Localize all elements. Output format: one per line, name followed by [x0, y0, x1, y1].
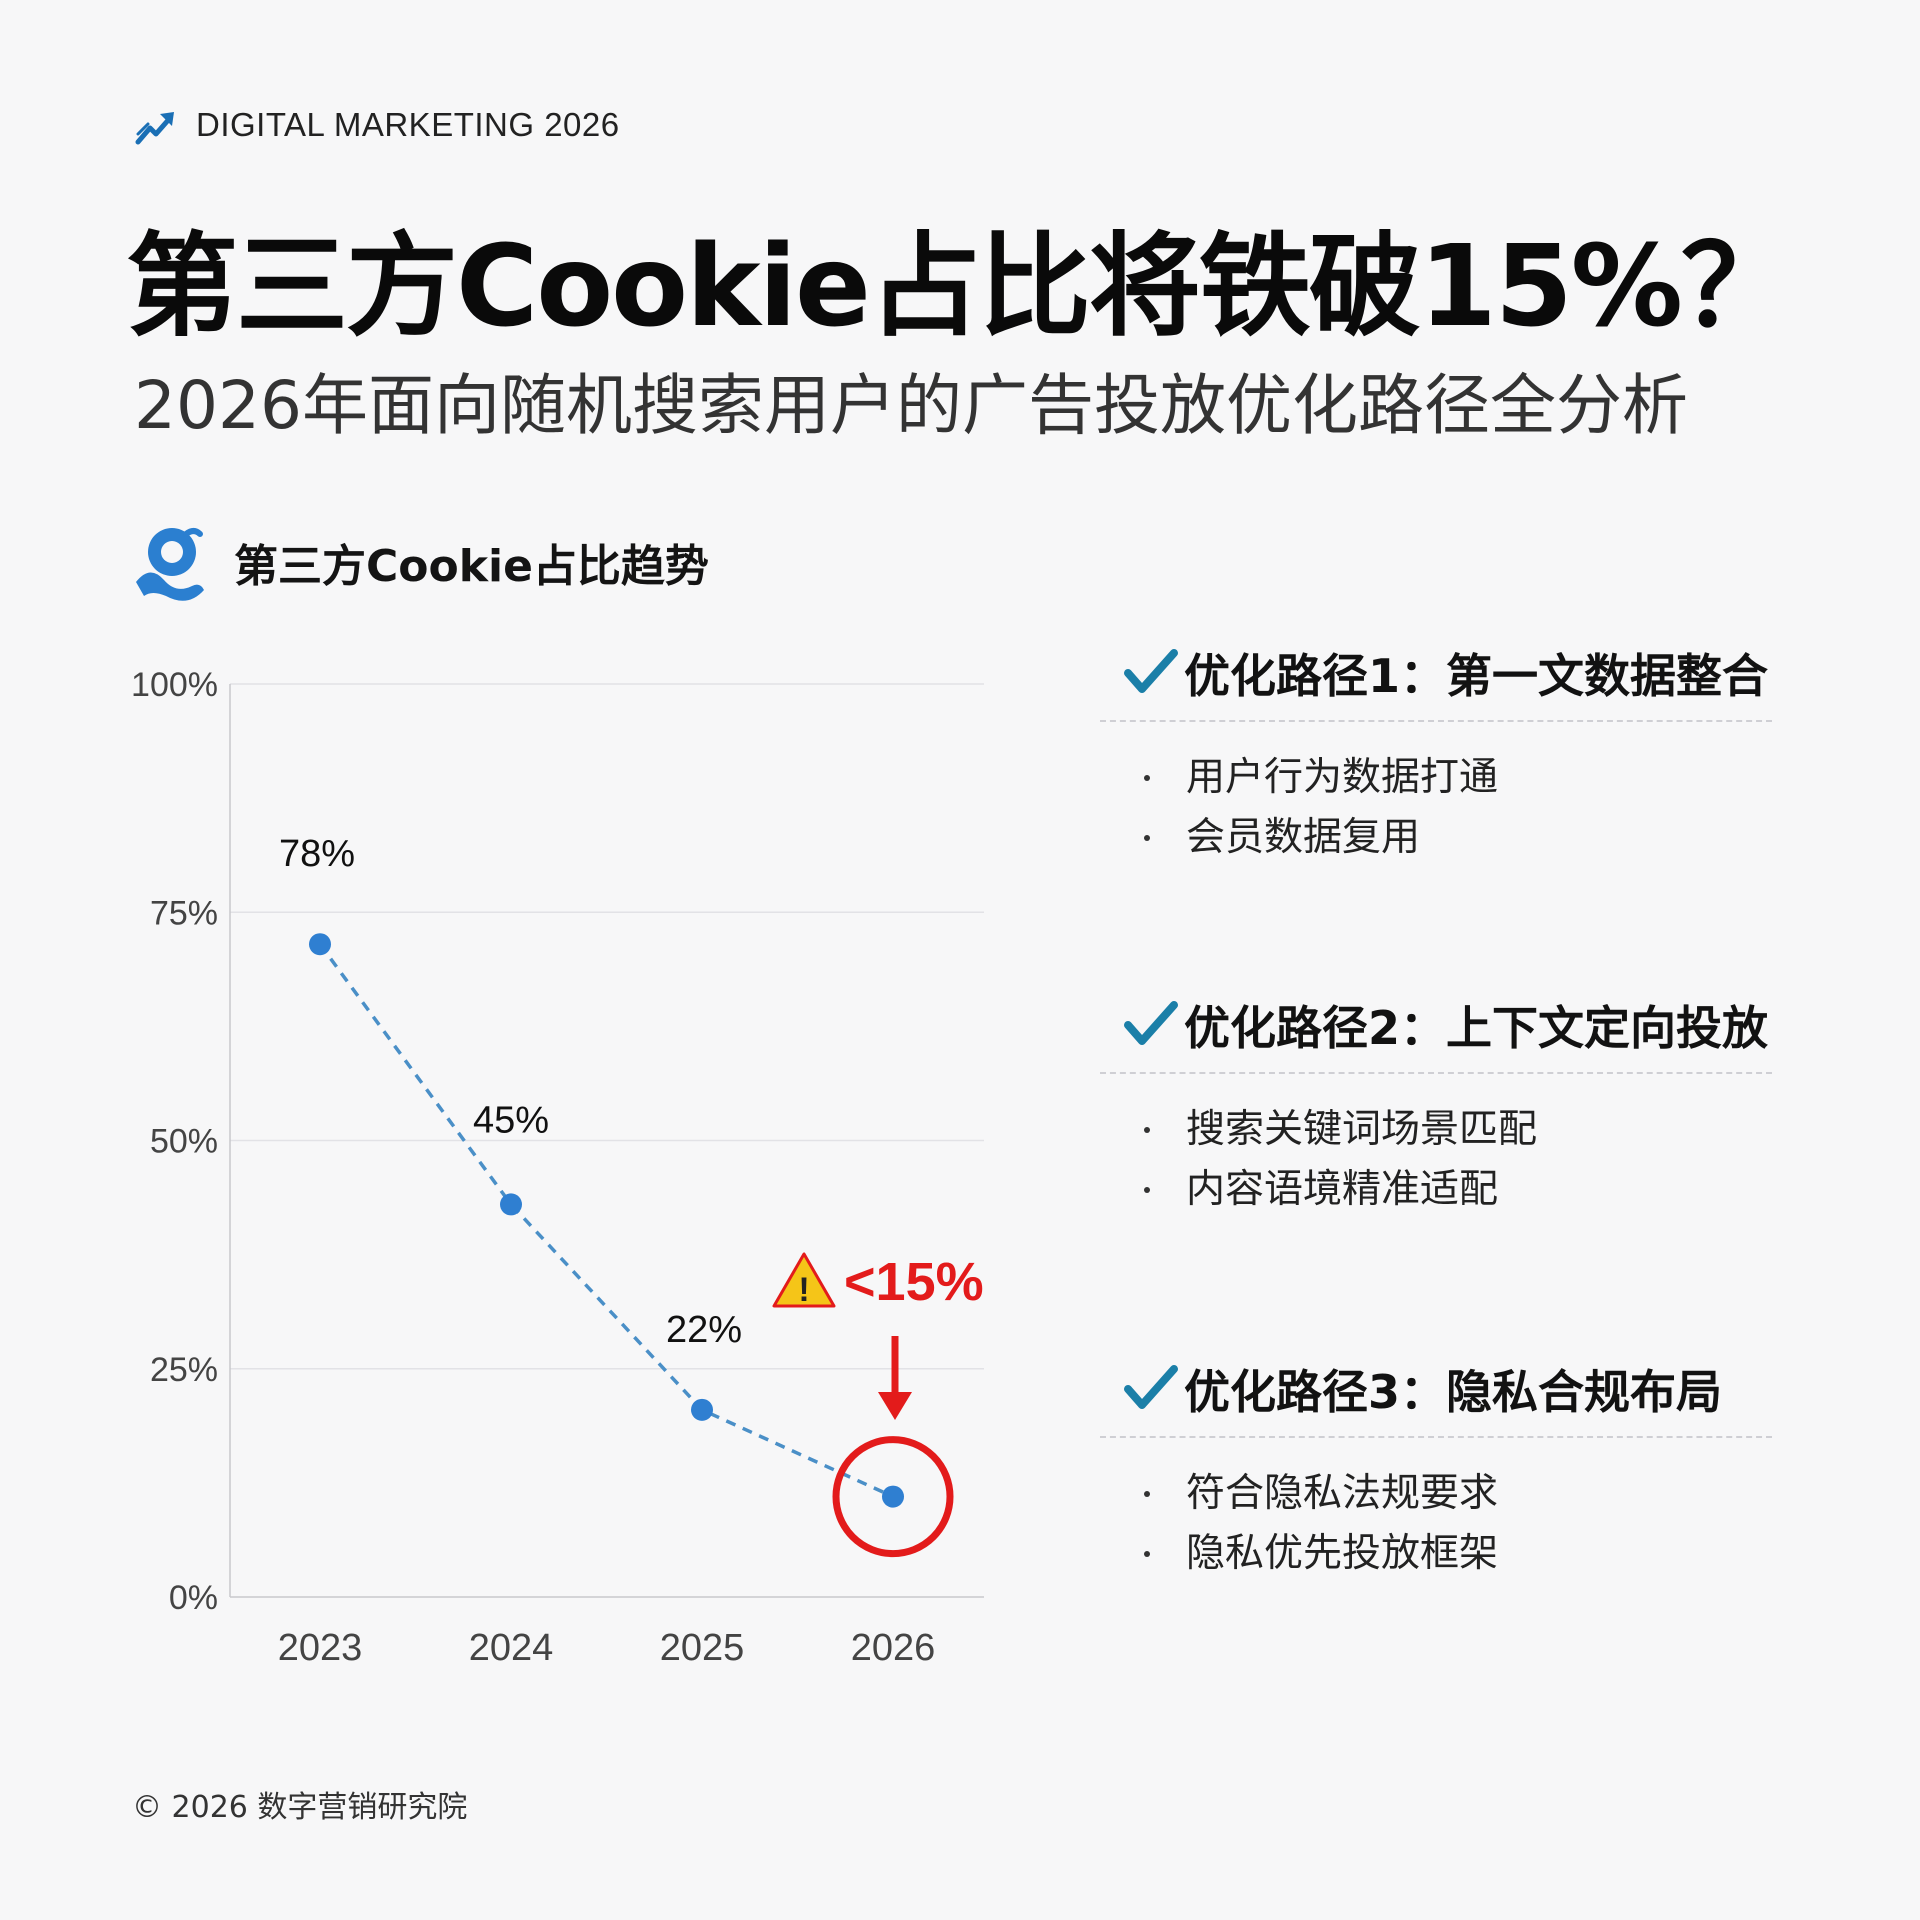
bullet-icon: [1144, 835, 1150, 841]
data-label: 45%: [473, 1099, 549, 1141]
list-item: 隐私优先投放框架: [1100, 1524, 1780, 1584]
x-tick-label: 2023: [278, 1627, 363, 1669]
list-item: 搜索关键词场景匹配: [1100, 1100, 1780, 1160]
list-item: 会员数据复用: [1100, 808, 1780, 868]
y-tick-label: 0%: [169, 1579, 218, 1617]
data-label: 22%: [666, 1309, 742, 1351]
page-subtitle: 2026年面向随机搜索用户的广告投放优化路径全分析: [134, 367, 1688, 444]
bullet-icon: [1144, 1551, 1150, 1557]
path-item-list: 搜索关键词场景匹配 内容语境精准适配: [1100, 1100, 1780, 1220]
list-item: 内容语境精准适配: [1100, 1160, 1780, 1220]
chart-title: 第三方Cookie占比趋势: [234, 541, 709, 592]
list-item: 符合隐私法规要求: [1100, 1464, 1780, 1524]
list-item-text: 隐私优先投放框架: [1186, 1531, 1499, 1576]
path-title: 优化路径2：上下文定向投放: [1184, 1001, 1769, 1055]
path-header: 优化路径1：第一文数据整合: [1100, 640, 1780, 706]
divider: [1100, 1436, 1772, 1438]
trend-up-arrow-icon: [135, 112, 174, 145]
bullet-icon: [1144, 1187, 1150, 1193]
page-title: 第三方Cookie占比将铁破15%？: [126, 222, 1793, 352]
path-block-2: 优化路径2：上下文定向投放 搜索关键词场景匹配 内容语境精准适配: [1100, 992, 1780, 1220]
footer-copyright: © 2026 数字营销研究院: [132, 1790, 468, 1825]
x-tick-label: 2024: [469, 1627, 554, 1669]
y-tick-label: 25%: [150, 1351, 218, 1389]
warning-exclamation: !: [798, 1271, 809, 1309]
highlight-ring: [832, 1436, 954, 1558]
data-point: [882, 1485, 904, 1508]
list-item-text: 内容语境精准适配: [1186, 1167, 1499, 1212]
path-item-list: 符合隐私法规要求 隐私优先投放框架: [1100, 1464, 1780, 1584]
path-block-3: 优化路径3：隐私合规布局 符合隐私法规要求 隐私优先投放框架: [1100, 1356, 1780, 1584]
path-title: 优化路径3：隐私合规布局: [1184, 1365, 1723, 1419]
warning-triangle-icon: [772, 1252, 836, 1308]
data-point: [691, 1398, 713, 1421]
list-item-text: 会员数据复用: [1186, 815, 1421, 860]
path-block-1: 优化路径1：第一文数据整合 用户行为数据打通 会员数据复用: [1100, 640, 1780, 868]
data-label: 78%: [279, 833, 355, 875]
list-item-text: 搜索关键词场景匹配: [1186, 1107, 1538, 1152]
x-tick-label: 2025: [660, 1627, 745, 1669]
path-item-list: 用户行为数据打通 会员数据复用: [1100, 748, 1780, 868]
cookie-logo-icon: [136, 528, 204, 601]
brand-text: DIGITAL MARKETING 2026: [196, 106, 620, 143]
divider: [1100, 720, 1772, 722]
y-tick-label: 50%: [150, 1123, 218, 1161]
list-item: 用户行为数据打通: [1100, 748, 1780, 808]
path-header: 优化路径3：隐私合规布局: [1100, 1356, 1780, 1422]
y-tick-label: 100%: [131, 666, 218, 704]
annotation-arrow-head: [878, 1392, 912, 1420]
brand-header: DIGITAL MARKETING 2026: [132, 100, 620, 150]
checkmark-icon: [1124, 1365, 1178, 1409]
bullet-icon: [1144, 775, 1150, 781]
data-point: [500, 1193, 522, 1216]
checkmark-icon: [1124, 649, 1178, 693]
checkmark-icon: [1124, 1001, 1178, 1045]
chart-section-header: 第三方Cookie占比趋势: [130, 520, 709, 604]
bullet-icon: [1144, 1127, 1150, 1133]
list-item-text: 符合隐私法规要求: [1186, 1471, 1499, 1516]
bullet-icon: [1144, 1491, 1150, 1497]
path-header: 优化路径2：上下文定向投放: [1100, 992, 1780, 1058]
data-point: [309, 933, 331, 956]
series-line: [318, 943, 894, 1499]
y-tick-label: 75%: [150, 894, 218, 932]
list-item-text: 用户行为数据打通: [1186, 755, 1499, 800]
divider: [1100, 1072, 1772, 1074]
x-tick-label: 2026: [851, 1627, 936, 1669]
annotation-label: <15%: [844, 1252, 984, 1312]
path-title: 优化路径1：第一文数据整合: [1184, 649, 1769, 703]
